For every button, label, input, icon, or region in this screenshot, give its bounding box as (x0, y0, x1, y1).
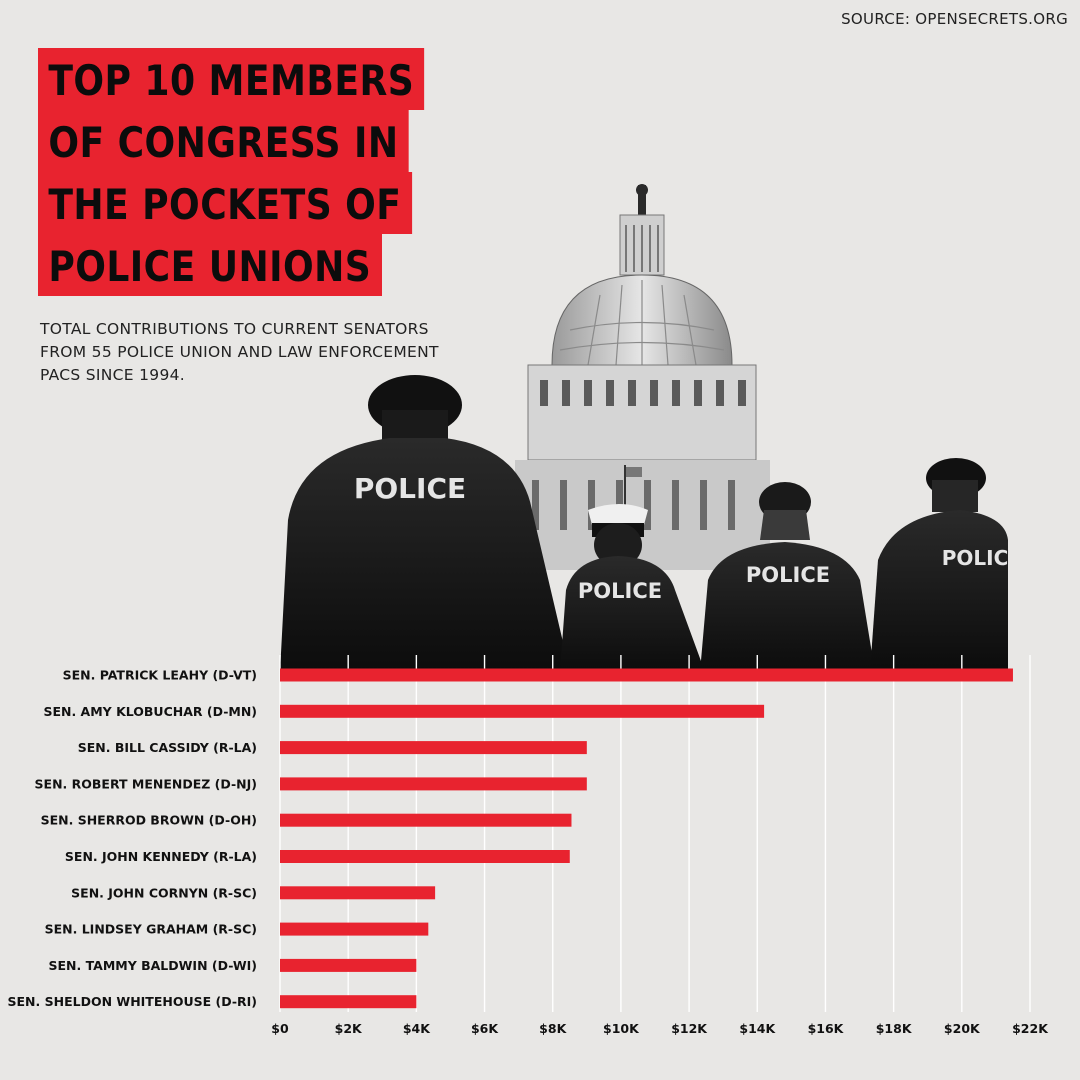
bar (280, 886, 436, 900)
row-labels: SEN. PATRICK LEAHY (D-VT) SEN. AMY KLOBUC… (8, 668, 257, 1010)
capitol-dome-icon (515, 184, 770, 570)
category-label: SEN. PATRICK LEAHY (D-VT) (63, 668, 257, 683)
category-label: SEN. SHELDON WHITEHOUSE (D-RI) (8, 994, 257, 1009)
police-officer-center: POLICE (560, 504, 705, 672)
category-label: SEN. SHERROD BROWN (D-OH) (41, 813, 257, 828)
x-tick-label: $2K (335, 1021, 363, 1036)
title-line-4: POLICE UNIONS (38, 234, 382, 296)
bar (280, 741, 587, 755)
subtitle-line-2: FROM 55 POLICE UNION AND LAW ENFORCEMENT (40, 343, 439, 361)
x-tick-label: $6K (471, 1021, 499, 1036)
x-tick-label: $16K (808, 1021, 845, 1036)
bar (280, 995, 417, 1009)
category-label: SEN. JOHN CORNYN (R-SC) (71, 885, 257, 900)
title-line-3: THE POCKETS OF (38, 172, 412, 234)
x-tick-label: $0 (271, 1021, 289, 1036)
police-vest-text-4: POLIC (942, 546, 1009, 570)
tick-labels: $0 $2K $4K $6K $8K $10K $12K $14K $16K $18K $20K $2… (271, 1021, 1049, 1036)
bar (280, 813, 572, 827)
x-tick-label: $8K (539, 1021, 567, 1036)
category-label: SEN. AMY KLOBUCHAR (D-MN) (43, 704, 257, 719)
title-block: TOP 10 MEMBERS OF CONGRESS IN THE POCKET… (38, 48, 487, 296)
police-officer-right: POLICE (700, 482, 875, 672)
x-tick-label: $4K (403, 1021, 431, 1036)
bar (280, 958, 417, 972)
bar (280, 704, 765, 718)
police-officer-far-right: POLIC (870, 458, 1008, 672)
subtitle-line-1: TOTAL CONTRIBUTIONS TO CURRENT SENATORS (40, 320, 429, 338)
title-line-1: TOP 10 MEMBERS (38, 48, 425, 110)
title-line-2: OF CONGRESS IN (38, 110, 409, 172)
category-label: SEN. BILL CASSIDY (R-LA) (78, 740, 257, 755)
police-capitol-illustration: POLICE POLICE POLICE POLIC (280, 184, 1008, 672)
police-vest-text-2: POLICE (578, 579, 662, 603)
source-credit: SOURCE: OPENSECRETS.ORG (841, 10, 1068, 28)
subtitle: TOTAL CONTRIBUTIONS TO CURRENT SENATORS … (40, 318, 460, 387)
x-tick-label: $10K (603, 1021, 640, 1036)
category-label: SEN. TAMMY BALDWIN (D-WI) (48, 958, 257, 973)
x-tick-label: $12K (671, 1021, 708, 1036)
bars (280, 668, 1013, 1009)
police-vest-text-1: POLICE (354, 472, 466, 505)
bar (280, 668, 1013, 682)
bar (280, 850, 570, 863)
bar (280, 777, 587, 791)
police-officer-left: POLICE (280, 375, 570, 672)
x-tick-label: $20K (944, 1021, 981, 1036)
x-tick-label: $22K (1012, 1021, 1049, 1036)
x-tick-label: $14K (739, 1021, 776, 1036)
bar (280, 922, 429, 936)
category-label: SEN. ROBERT MENENDEZ (D-NJ) (35, 776, 257, 791)
category-label: SEN. LINDSEY GRAHAM (R-SC) (45, 922, 257, 937)
category-label: SEN. JOHN KENNEDY (R-LA) (65, 849, 257, 864)
subtitle-line-3: PACS SINCE 1994. (40, 366, 185, 384)
police-vest-text-3: POLICE (746, 563, 830, 587)
x-tick-label: $18K (876, 1021, 913, 1036)
